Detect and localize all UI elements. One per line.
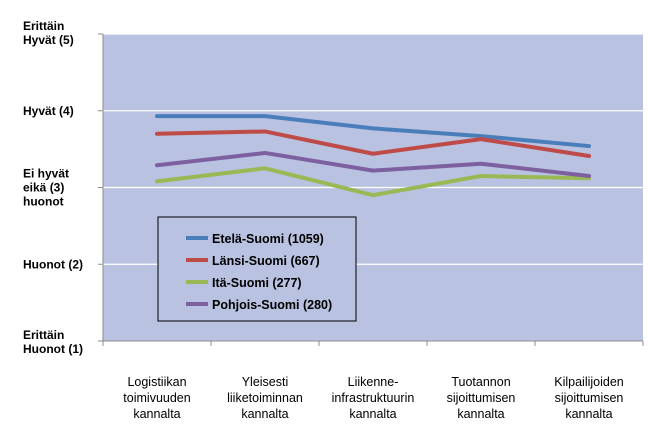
series-line [155, 150, 591, 178]
series-line [155, 129, 591, 159]
legend-label: Etelä-Suomi (1059) [212, 232, 324, 246]
y-tick-label-line: huonot [23, 195, 64, 209]
x-axis-labels: Logistiikan toimivuuden kannalta Yleisesti l… [123, 375, 623, 421]
x-tick-label: Kilpailijoiden sijoittumisen kannalta [554, 375, 624, 421]
x-tick-label-line: kannalta [457, 407, 504, 421]
y-tick-label-line: Huonot (1) [23, 342, 83, 356]
series-line [155, 166, 591, 198]
y-tick-label-line: Erittäin [23, 328, 64, 342]
x-tick-label-line: Logistiikan [127, 375, 186, 389]
x-tick-label: Liikenne-infrastruktuurin kannalta [332, 375, 415, 421]
y-tick-label-line: Ei hyvät [23, 167, 69, 181]
y-tick-label: Ei hyvät eikä (3) huonot [23, 167, 69, 209]
series-lines [155, 114, 591, 198]
x-tick-label-line: sijoittumisen [555, 391, 624, 405]
legend-label: Pohjois-Suomi (280) [212, 298, 332, 312]
x-tick-label-line: toimivuuden [123, 391, 190, 405]
y-tick-label: Huonot (2) [23, 257, 83, 271]
legend-label: Länsi-Suomi (667) [212, 254, 320, 268]
y-tick-label-line: Huonot (2) [23, 257, 83, 271]
x-tick-label-line: kannalta [241, 407, 288, 421]
x-tick-label-line: Tuotannon [451, 375, 510, 389]
x-tick-label: Yleisesti liiketoiminnan kannalta [227, 375, 303, 421]
y-tick-label: Erittäin Hyvät (5) [23, 19, 74, 47]
x-tick-label-line: Liikenne- [348, 375, 399, 389]
legend-label: Itä-Suomi (277) [212, 276, 302, 290]
y-tick-label-line: eikä (3) [23, 181, 64, 195]
x-tick-label-line: kannalta [349, 407, 396, 421]
y-tick-label: Hyvät (4) [23, 104, 74, 118]
x-tick-label: Tuotannon sijoittumisen kannalta [447, 375, 516, 421]
x-tick-label-line: infrastruktuurin [332, 391, 415, 405]
series-line [155, 114, 591, 149]
y-tick-label-line: Hyvät (5) [23, 33, 74, 47]
y-tick-label: Erittäin Huonot (1) [23, 328, 83, 356]
y-axis-labels: Erittäin Hyvät (5)Hyvät (4)Ei hyvät eikä (… [23, 19, 83, 356]
x-tick-label: Logistiikan toimivuuden kannalta [123, 375, 190, 421]
x-tick-label-line: liiketoiminnan [227, 391, 303, 405]
legend: Etelä-Suomi (1059) Länsi-Suomi (667) Itä-S… [157, 216, 357, 322]
y-tick-label-line: Hyvät (4) [23, 104, 74, 118]
x-tick-label-line: sijoittumisen [447, 391, 516, 405]
x-tick-label-line: kannalta [133, 407, 180, 421]
axes [98, 33, 644, 346]
x-tick-label-line: Kilpailijoiden [554, 375, 624, 389]
y-tick-label-line: Erittäin [23, 19, 64, 33]
x-tick-label-line: kannalta [565, 407, 612, 421]
x-tick-label-line: Yleisesti [242, 375, 289, 389]
